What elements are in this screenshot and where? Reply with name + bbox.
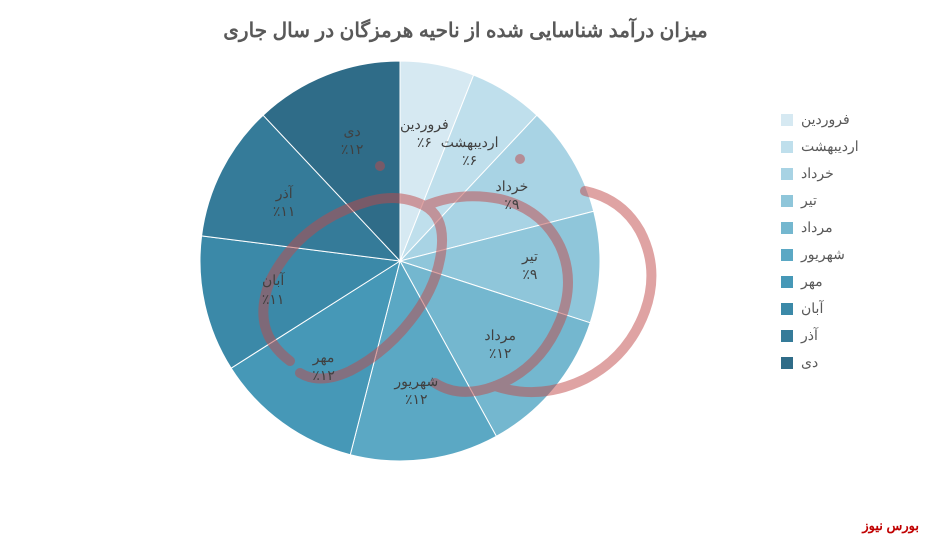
legend-swatch	[781, 303, 793, 315]
legend-item: تیر	[781, 192, 901, 209]
chart-area: فروردین اردیبهشت خرداد تیر مرداد شهریور مهر آبا…	[0, 51, 931, 511]
legend-swatch	[781, 195, 793, 207]
legend-label: دی	[801, 354, 818, 371]
legend-label: مرداد	[801, 219, 833, 236]
slice-label: اردیبهشت٪۶	[441, 133, 499, 169]
legend-swatch	[781, 114, 793, 126]
legend-swatch	[781, 222, 793, 234]
legend-label: تیر	[801, 192, 817, 209]
legend-item: شهریور	[781, 246, 901, 263]
legend: فروردین اردیبهشت خرداد تیر مرداد شهریور مهر آبا…	[781, 111, 901, 381]
legend-label: اردیبهشت	[801, 138, 859, 155]
slice-label: آبان٪۱۱	[262, 271, 285, 307]
slice-label: آذر٪۱۱	[273, 184, 296, 220]
legend-swatch	[781, 141, 793, 153]
slice-label: مرداد٪۱۲	[484, 326, 516, 362]
legend-label: شهریور	[801, 246, 845, 263]
legend-label: مهر	[801, 273, 823, 290]
slice-label: مهر٪۱۲	[312, 348, 335, 384]
source-credit: بورس نیوز	[862, 518, 919, 534]
slice-label: دی٪۱۲	[341, 122, 364, 158]
slice-label: شهریور٪۱۲	[394, 372, 438, 408]
legend-label: آذر	[801, 327, 818, 344]
chart-title: میزان درآمد شناسایی شده از ناحیه هرمزگان…	[0, 0, 931, 51]
legend-swatch	[781, 276, 793, 288]
legend-item: آذر	[781, 327, 901, 344]
legend-swatch	[781, 249, 793, 261]
legend-label: آبان	[801, 300, 823, 317]
legend-item: خرداد	[781, 165, 901, 182]
legend-swatch	[781, 168, 793, 180]
legend-label: فروردین	[801, 111, 850, 128]
legend-swatch	[781, 330, 793, 342]
legend-item: آبان	[781, 300, 901, 317]
legend-item: مهر	[781, 273, 901, 290]
legend-label: خرداد	[801, 165, 834, 182]
legend-item: اردیبهشت	[781, 138, 901, 155]
legend-swatch	[781, 357, 793, 369]
legend-item: فروردین	[781, 111, 901, 128]
slice-label: خرداد٪۹	[496, 177, 529, 213]
legend-item: دی	[781, 354, 901, 371]
slice-label: تیر٪۹	[522, 247, 538, 283]
legend-item: مرداد	[781, 219, 901, 236]
